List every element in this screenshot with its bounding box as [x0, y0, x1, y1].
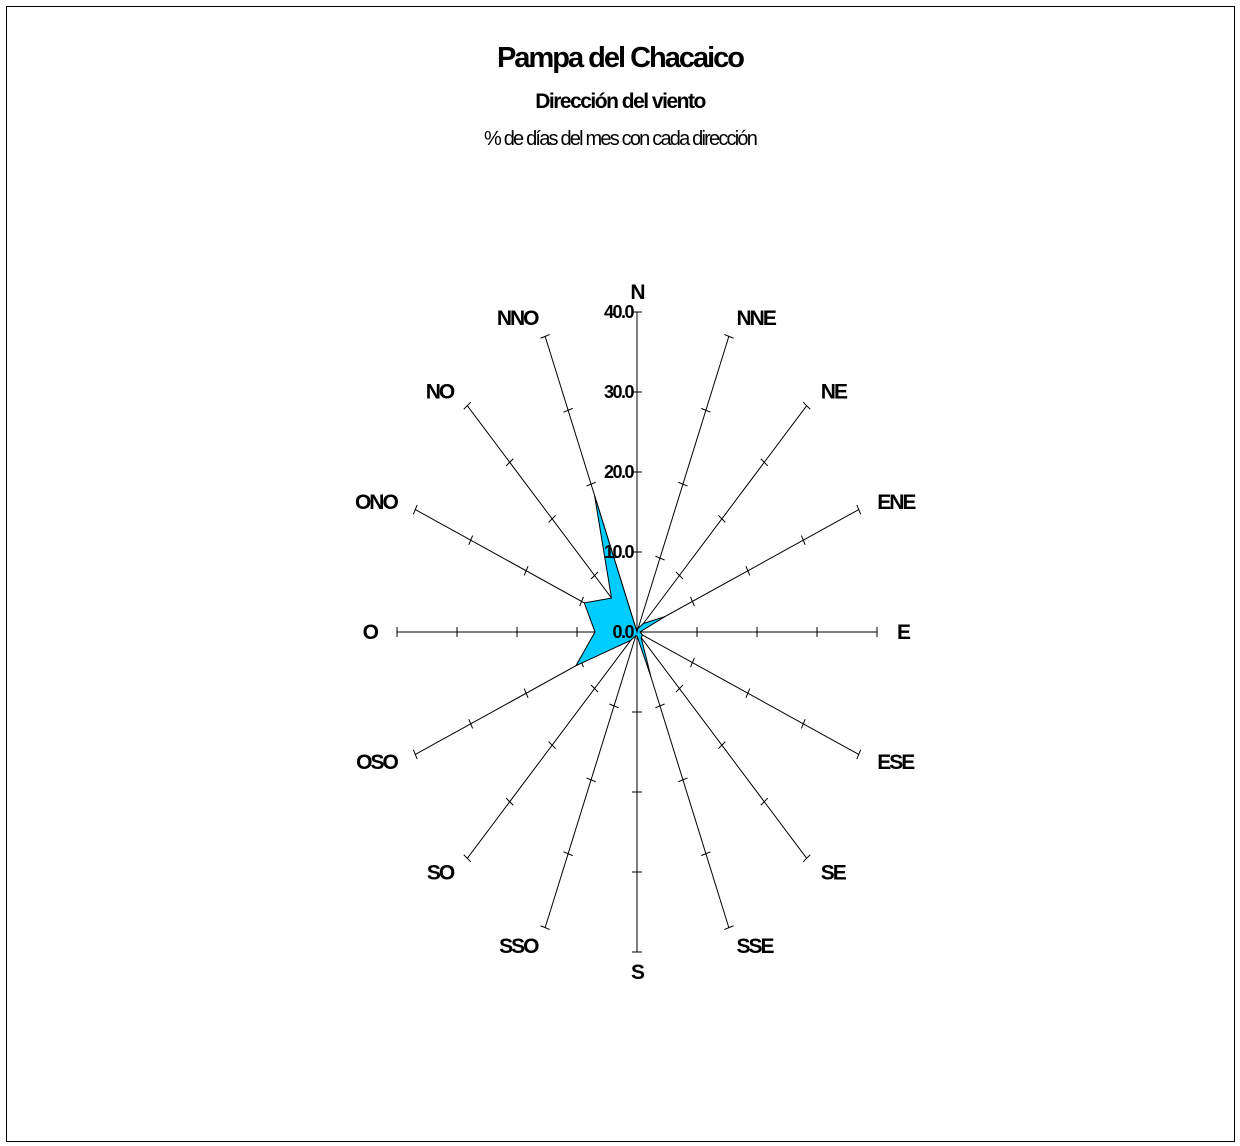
axis-tick-ESE — [856, 749, 862, 760]
axis-tick-ENE — [690, 596, 695, 607]
axis-tick-SSO — [540, 925, 550, 931]
axis-tick-NO — [505, 458, 514, 467]
direction-label-ESE: ESE — [877, 751, 915, 774]
axis-tick-OSO — [412, 749, 418, 760]
direction-label-NO: NO — [426, 381, 455, 404]
axis-tick-NO — [463, 401, 472, 410]
direction-label-N: N — [630, 281, 644, 304]
axis-tick-SE — [760, 797, 769, 806]
direction-label-SO: SO — [427, 861, 455, 884]
axis-tick-SSE — [678, 777, 688, 783]
direction-label-OSO: OSO — [356, 751, 398, 774]
direction-label-S: S — [631, 961, 645, 984]
axis-tick-SSE — [724, 925, 734, 931]
axis-tick-NE — [717, 514, 726, 523]
axis-tick-NNE — [655, 555, 665, 561]
axis-tick-NNO — [586, 481, 596, 487]
axis-tick-SSE — [701, 851, 711, 857]
axis-tick-SO — [590, 684, 599, 693]
axis-tick-OSO — [523, 688, 529, 699]
axis-tick-ENE — [800, 535, 806, 545]
chart-title: Pampa del Chacaico — [496, 42, 745, 74]
radial-tick-label: 0.0 — [612, 622, 634, 642]
axis-tick-ENE — [856, 504, 862, 515]
axis-tick-ESE — [690, 657, 695, 668]
radial-tick-label: 40.0 — [604, 302, 635, 322]
axis-tick-ESE — [800, 719, 806, 729]
axis-tick-NNO — [563, 407, 573, 413]
axis-tick-ENE — [745, 565, 751, 576]
axis-tick-ONO — [579, 596, 584, 607]
axis-tick-NO — [590, 571, 599, 580]
axis-tick-NNE — [701, 407, 711, 413]
axis-tick-SSO — [586, 777, 596, 783]
chart-subtitle: Dirección del viento — [535, 90, 706, 113]
axis-tick-ONO — [523, 565, 529, 576]
direction-label-NE: NE — [821, 381, 848, 404]
radial-tick-label: 20.0 — [604, 462, 635, 482]
axis-tick-SO — [505, 797, 514, 806]
direction-label-NNE: NNE — [737, 307, 777, 330]
axis-tick-SE — [675, 684, 684, 693]
direction-label-ONO: ONO — [355, 491, 399, 514]
chart-frame — [6, 6, 1235, 1142]
direction-label-NNO: NNO — [497, 307, 539, 330]
direction-label-SSE: SSE — [737, 935, 775, 958]
direction-label-SSO: SSO — [499, 935, 539, 958]
axis-tick-ONO — [468, 535, 474, 545]
axis-tick-NO — [548, 514, 557, 523]
radial-tick-label: 30.0 — [604, 382, 635, 402]
direction-label-SE: SE — [821, 861, 847, 884]
axis-tick-NNE — [678, 481, 688, 487]
axis-tick-SSO — [563, 851, 573, 857]
axis-tick-NNO — [540, 333, 550, 339]
direction-label-O: O — [363, 621, 379, 644]
axis-tick-NNE — [724, 333, 734, 339]
direction-label-ENE: ENE — [877, 491, 916, 514]
chart-subtitle-units: % de días del mes con cada dirección — [483, 128, 758, 150]
axis-tick-ESE — [745, 688, 751, 699]
axis-tick-OSO — [468, 719, 474, 729]
axis-tick-SE — [717, 741, 726, 750]
axis-tick-SO — [548, 741, 557, 750]
radial-tick-label: 10.0 — [604, 542, 635, 562]
axis-tick-NE — [675, 571, 684, 580]
axis-tick-NE — [760, 458, 769, 467]
axis-tick-ONO — [412, 504, 418, 515]
axis-tick-SE — [802, 854, 811, 863]
axis-tick-SO — [463, 854, 472, 863]
direction-label-E: E — [897, 621, 911, 644]
axis-tick-SSO — [609, 703, 619, 709]
axis-tick-SSE — [655, 703, 665, 709]
axis-tick-NE — [802, 401, 811, 410]
